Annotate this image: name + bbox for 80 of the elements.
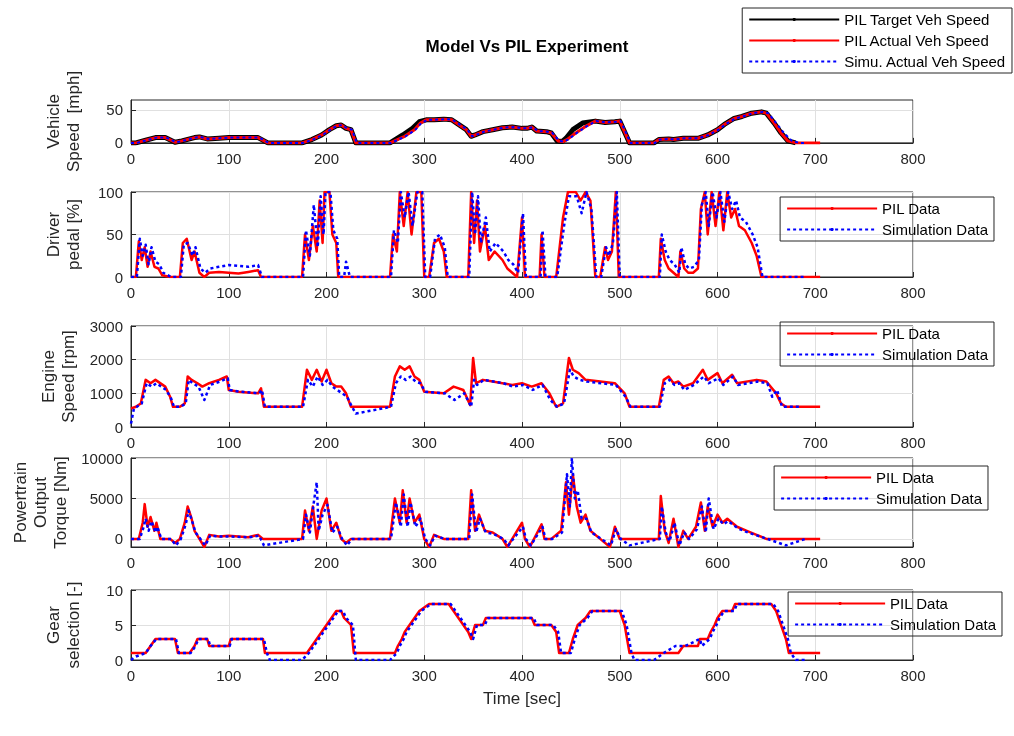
text: Simulation Data <box>876 490 983 507</box>
line-series <box>129 368 802 425</box>
y-tick-label: 10 <box>106 581 123 599</box>
x-tick-label: 400 <box>509 667 535 684</box>
x-tick-label: 200 <box>313 149 340 167</box>
x-tick-label: 0 <box>126 667 136 684</box>
x-tick-label: 0 <box>126 554 136 571</box>
x-tick-label: 700 <box>802 284 828 301</box>
x-tick-label: 0 <box>126 434 136 451</box>
text: PIL Target Veh Speed <box>844 11 990 28</box>
y-tick-label: 50 <box>106 226 123 243</box>
x-tick-label: 200 <box>313 554 340 571</box>
x-tick-label: 800 <box>900 554 926 571</box>
y-tick-label: 2000 <box>89 351 123 369</box>
y-tick-label: 50 <box>106 101 123 119</box>
x-tick-label: 600 <box>704 434 731 451</box>
x-tick-label: 500 <box>607 284 633 301</box>
x-tick-label: 800 <box>900 434 926 451</box>
x-tick-label: 200 <box>313 284 340 301</box>
text: Simulation Data <box>882 221 989 238</box>
text: PIL Data <box>882 325 941 342</box>
x-tick-label: 600 <box>704 554 731 571</box>
x-tick-label: 300 <box>411 434 437 451</box>
y-tick-label: 0 <box>114 651 123 669</box>
x-tick-label: 800 <box>900 284 926 301</box>
text: PIL Data <box>876 469 935 486</box>
x-tick-label: 100 <box>216 554 242 571</box>
y-axis-title: Gear selection [-] <box>43 581 83 669</box>
x-axis-title: Time [sec] <box>483 689 561 708</box>
x-tick-label: 400 <box>509 434 535 451</box>
text: PIL Data <box>882 200 941 217</box>
x-tick-label: 300 <box>411 284 437 301</box>
x-tick-label: 600 <box>704 149 731 167</box>
x-tick-label: 100 <box>216 149 242 167</box>
x-tick-label: 400 <box>509 149 535 167</box>
x-tick-label: 300 <box>411 667 437 684</box>
x-tick-label: 0 <box>126 149 136 167</box>
x-tick-label: 0 <box>126 284 136 301</box>
x-tick-label: 500 <box>607 667 633 684</box>
x-tick-label: 600 <box>704 284 731 301</box>
y-tick-label: 0 <box>114 530 123 548</box>
y-tick-label: 5 <box>114 616 123 634</box>
x-tick-label: 200 <box>313 667 340 684</box>
x-tick-label: 300 <box>411 554 437 571</box>
x-tick-label: 400 <box>509 284 535 301</box>
x-tick-label: 700 <box>802 554 828 571</box>
y-tick-label: 5000 <box>89 489 123 507</box>
x-tick-label: 800 <box>900 149 926 167</box>
y-axis-title: Driver pedal [%] <box>43 199 83 270</box>
x-tick-label: 100 <box>216 434 242 451</box>
chart-title: Model Vs PIL Experiment <box>425 37 629 56</box>
x-tick-label: 100 <box>216 667 242 684</box>
x-tick-label: 500 <box>607 149 633 167</box>
x-tick-label: 500 <box>607 554 633 571</box>
y-tick-label: 100 <box>97 183 123 201</box>
x-tick-label: 700 <box>802 149 828 167</box>
x-tick-label: 700 <box>802 667 828 684</box>
x-tick-label: 100 <box>216 284 242 301</box>
x-tick-label: 500 <box>607 434 633 451</box>
x-tick-label: 800 <box>900 667 926 684</box>
x-tick-label: 200 <box>313 434 340 451</box>
y-axis-title: Powertrain Output Torque [Nm] <box>10 456 70 549</box>
x-tick-label: 700 <box>802 434 828 451</box>
text: PIL Data <box>890 595 949 612</box>
text: Simulation Data <box>890 616 997 633</box>
line-series <box>129 456 807 547</box>
y-tick-label: 0 <box>114 268 123 286</box>
y-axis-title: Vehicle Speed [mph] <box>43 70 83 172</box>
y-axis-title: Engine Speed [rpm] <box>39 330 79 423</box>
text: PIL Actual Veh Speed <box>844 32 989 49</box>
x-tick-label: 600 <box>704 667 731 684</box>
text: Simulation Data <box>882 346 989 363</box>
x-tick-label: 300 <box>411 149 437 167</box>
y-tick-label: 0 <box>114 134 123 152</box>
y-tick-label: 3000 <box>89 317 123 335</box>
y-tick-label: 10000 <box>81 449 123 467</box>
y-tick-label: 0 <box>114 418 123 436</box>
text: Simu. Actual Veh Speed <box>844 53 1006 70</box>
x-tick-label: 400 <box>509 554 535 571</box>
y-tick-label: 1000 <box>89 384 123 402</box>
